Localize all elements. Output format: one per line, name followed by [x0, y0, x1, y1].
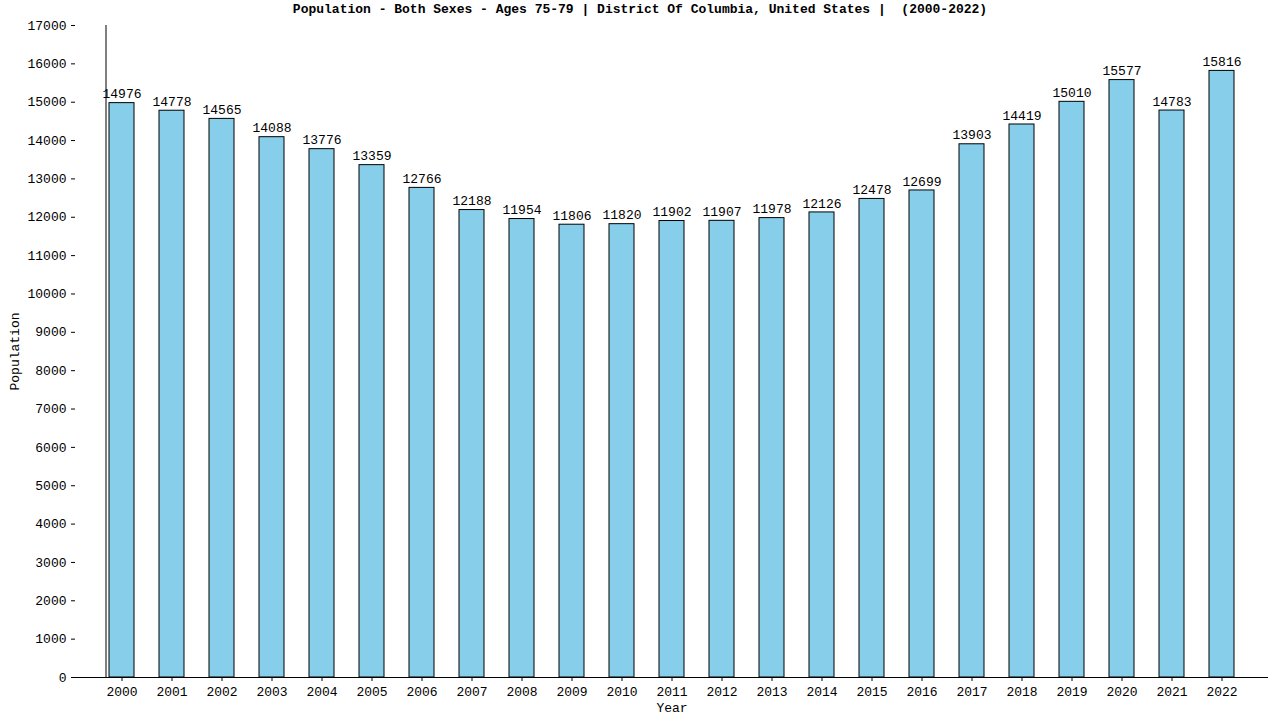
svg-text:4000: 4000 [35, 517, 66, 532]
svg-text:12699: 12699 [902, 175, 941, 190]
svg-text:14419: 14419 [1002, 109, 1041, 124]
svg-text:14778: 14778 [152, 95, 191, 110]
svg-text:11820: 11820 [602, 208, 641, 223]
svg-text:2004: 2004 [306, 685, 337, 700]
svg-text:2003: 2003 [256, 685, 287, 700]
svg-text:0: 0 [59, 671, 67, 686]
svg-text:11907: 11907 [702, 205, 741, 220]
svg-text:2007: 2007 [456, 685, 487, 700]
svg-text:13359: 13359 [352, 149, 391, 164]
svg-text:17000: 17000 [27, 20, 66, 34]
svg-text:2011: 2011 [656, 685, 687, 700]
svg-text:2019: 2019 [1056, 685, 1087, 700]
svg-text:11902: 11902 [652, 205, 691, 220]
html-text:Population - Both Sexes - Ages: Population - Both Sexes - Ages 75-79 | D… [292, 2, 988, 17]
svg-text:1000: 1000 [35, 632, 66, 647]
svg-text:16000: 16000 [27, 57, 66, 72]
svg-text:2000: 2000 [106, 685, 137, 700]
svg-text:5000: 5000 [35, 479, 66, 494]
svg-text:13776: 13776 [302, 133, 341, 148]
svg-text:12000: 12000 [27, 210, 66, 225]
svg-text:2001: 2001 [156, 685, 187, 700]
svg-text:Year: Year [656, 701, 687, 716]
svg-text:12478: 12478 [852, 183, 891, 198]
svg-text:2005: 2005 [356, 685, 387, 700]
svg-text:2012: 2012 [706, 685, 737, 700]
svg-text:15010: 15010 [1052, 86, 1091, 101]
svg-text:15816: 15816 [1202, 55, 1241, 70]
svg-text:12126: 12126 [802, 197, 841, 212]
svg-text:2014: 2014 [806, 685, 837, 700]
svg-text:14783: 14783 [1152, 95, 1191, 110]
svg-text:11954: 11954 [502, 203, 541, 218]
svg-text:12188: 12188 [452, 194, 491, 209]
svg-text:14976: 14976 [102, 87, 141, 102]
svg-text:11000: 11000 [27, 249, 66, 264]
svg-text:2009: 2009 [556, 685, 587, 700]
svg-text:12766: 12766 [402, 172, 441, 187]
svg-text:Population: Population [8, 312, 23, 390]
svg-text:2020: 2020 [1106, 685, 1137, 700]
svg-text:13000: 13000 [27, 172, 66, 187]
svg-text:8000: 8000 [35, 364, 66, 379]
svg-text:11978: 11978 [752, 202, 791, 217]
svg-text:2008: 2008 [506, 685, 537, 700]
svg-text:2022: 2022 [1206, 685, 1237, 700]
svg-text:15577: 15577 [1102, 64, 1141, 79]
svg-text:2000: 2000 [35, 594, 66, 609]
svg-text:14565: 14565 [202, 103, 241, 118]
svg-text:14088: 14088 [252, 121, 291, 136]
svg-text:2006: 2006 [406, 685, 437, 700]
svg-text:11806: 11806 [552, 209, 591, 224]
svg-text:2016: 2016 [906, 685, 937, 700]
svg-text:10000: 10000 [27, 287, 66, 302]
svg-text:2021: 2021 [1156, 685, 1187, 700]
svg-text:2018: 2018 [1006, 685, 1037, 700]
svg-text:2013: 2013 [756, 685, 787, 700]
svg-text:14000: 14000 [27, 134, 66, 149]
svg-text:2002: 2002 [206, 685, 237, 700]
svg-text:7000: 7000 [35, 402, 66, 417]
svg-text:2017: 2017 [956, 685, 987, 700]
svg-text:9000: 9000 [35, 325, 66, 340]
svg-text:2010: 2010 [606, 685, 637, 700]
svg-text:3000: 3000 [35, 556, 66, 571]
svg-text:13903: 13903 [952, 128, 991, 143]
svg-text:2015: 2015 [856, 685, 887, 700]
svg-text:15000: 15000 [27, 95, 66, 110]
svg-text:6000: 6000 [35, 441, 66, 456]
